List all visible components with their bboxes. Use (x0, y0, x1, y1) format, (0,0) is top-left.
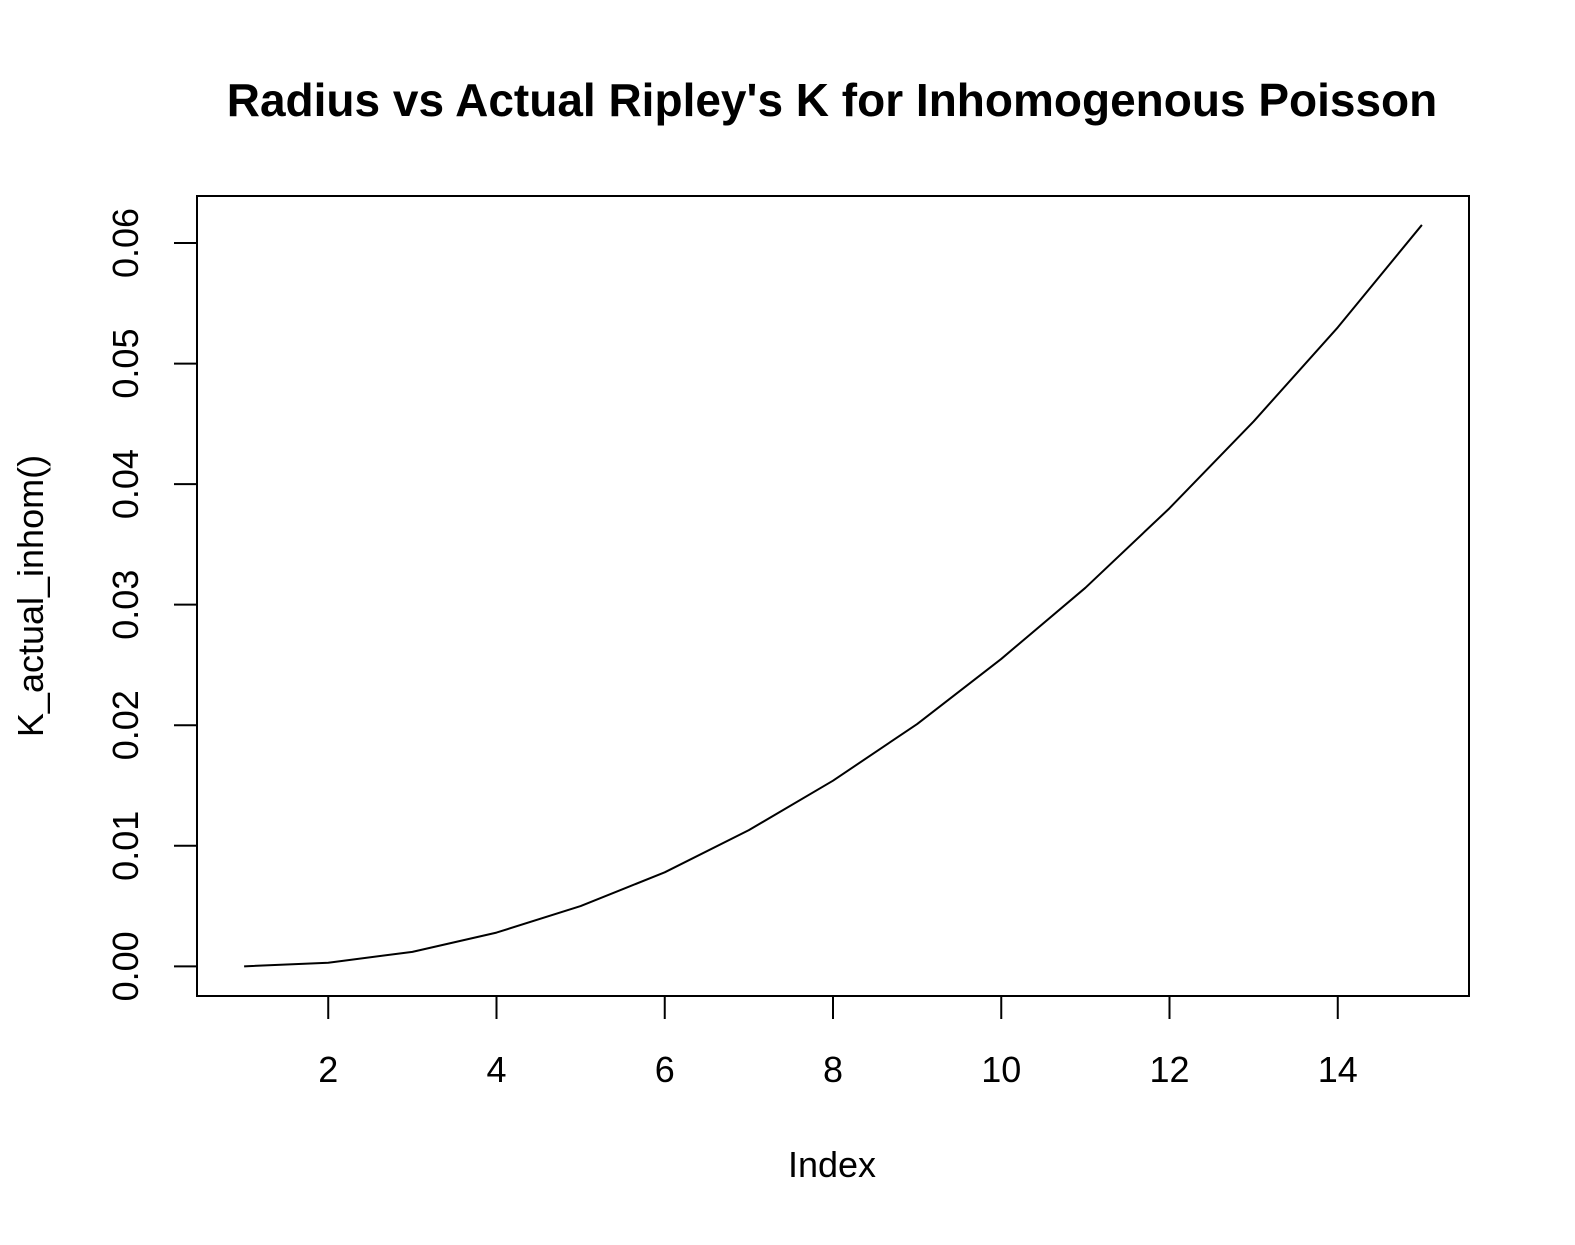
x-tick-label: 10 (981, 1049, 1021, 1090)
chart-title: Radius vs Actual Ripley's K for Inhomoge… (227, 74, 1438, 126)
x-axis: 2 4 6 8 10 12 14 (318, 996, 1358, 1090)
plot-frame (196, 195, 1470, 997)
x-tick-label: 2 (318, 1049, 338, 1090)
y-tick-label: 0.06 (105, 208, 146, 278)
x-tick-label: 14 (1318, 1049, 1358, 1090)
y-tick-label: 0.04 (105, 449, 146, 519)
y-tick-label: 0.00 (105, 931, 146, 1001)
y-axis-title: K_actual_inhom() (10, 455, 51, 737)
y-tick-label: 0.02 (105, 690, 146, 760)
x-tick-label: 12 (1149, 1049, 1189, 1090)
y-tick-label: 0.01 (105, 811, 146, 881)
series-line (244, 224, 1423, 968)
x-tick-label: 8 (823, 1049, 843, 1090)
x-axis-title: Index (788, 1144, 876, 1185)
y-axis: 0.00 0.01 0.02 0.03 0.04 0.05 0.06 (105, 208, 197, 1001)
x-tick-label: 6 (655, 1049, 675, 1090)
y-tick-label: 0.03 (105, 570, 146, 640)
y-tick-label: 0.05 (105, 329, 146, 399)
x-tick-label: 4 (486, 1049, 506, 1090)
